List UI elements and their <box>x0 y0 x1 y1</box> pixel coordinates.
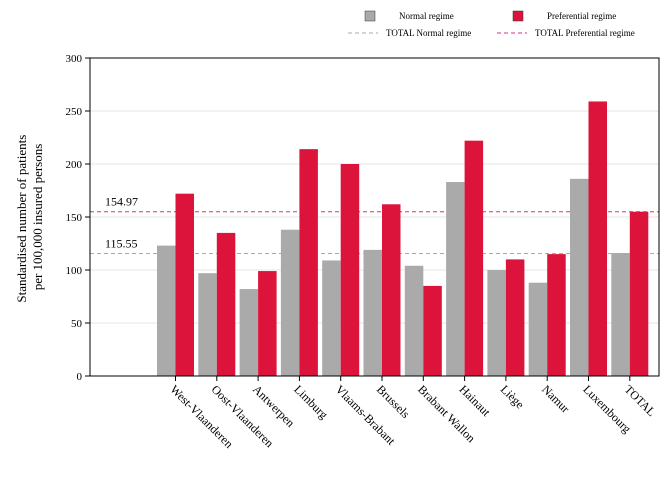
y-axis: 0 50 100 150 200 250 300 <box>66 53 90 383</box>
bar-normal <box>570 178 589 376</box>
bar-normal <box>446 182 465 376</box>
bar-normal <box>239 289 259 376</box>
bar-normal <box>157 245 176 376</box>
y-tick-label: 0 <box>77 371 83 383</box>
bar-preferential <box>547 254 566 376</box>
x-tick-label: TOTAL <box>622 382 659 419</box>
bar-normal <box>363 249 382 376</box>
bar-preferential <box>505 259 525 376</box>
bar-preferential <box>299 149 318 376</box>
bar-normal <box>198 273 217 376</box>
x-tick-label: Limburg <box>291 382 330 421</box>
legend-swatch <box>364 10 376 22</box>
bar-preferential <box>464 140 484 376</box>
x-tick-label: Liège <box>498 382 527 411</box>
y-axis-label-line-1: Standardised number of patients <box>14 135 29 303</box>
legend-label: TOTAL Preferential regime <box>535 28 635 38</box>
y-tick-label: 300 <box>66 53 83 65</box>
y-tick-label: 250 <box>66 106 83 118</box>
legend: Normal regime Preferential regime TOTAL No… <box>348 10 635 38</box>
bar-preferential <box>423 285 442 376</box>
bar-normal <box>528 282 548 376</box>
y-axis-label: Standardised number of patients per 100,… <box>14 131 45 302</box>
legend-label: Preferential regime <box>547 11 616 21</box>
bar-preferential <box>629 211 649 376</box>
legend-label: Normal regime <box>399 11 454 21</box>
bar-normal <box>322 260 341 376</box>
bar-normal <box>280 229 300 376</box>
y-tick-label: 200 <box>66 159 83 171</box>
bars <box>157 101 649 377</box>
bar-preferential <box>382 204 401 376</box>
bar-preferential <box>258 271 277 376</box>
x-tick-label: Namur <box>539 382 572 415</box>
bar-preferential <box>340 164 360 376</box>
bar-preferential <box>175 193 194 376</box>
x-axis: West-VlaanderenOost-VlaanderenAntwerpenL… <box>167 376 659 451</box>
y-axis-label-line-2: per 100,000 insured persons <box>30 144 45 291</box>
reference-line-label: 115.55 <box>105 237 138 251</box>
bar-preferential <box>588 101 607 377</box>
bar-normal <box>611 253 630 376</box>
reference-line-label: 154.97 <box>105 195 138 209</box>
y-tick-label: 50 <box>71 318 83 330</box>
bar-normal <box>487 270 506 376</box>
bar-normal <box>404 265 424 376</box>
x-tick-label: Hainaut <box>456 382 493 419</box>
y-tick-label: 100 <box>66 265 83 277</box>
legend-swatch <box>512 10 524 22</box>
x-tick-label: Brussels <box>374 382 413 421</box>
y-tick-label: 150 <box>66 212 83 224</box>
legend-label: TOTAL Normal regime <box>386 28 471 38</box>
bar-preferential <box>216 232 236 376</box>
